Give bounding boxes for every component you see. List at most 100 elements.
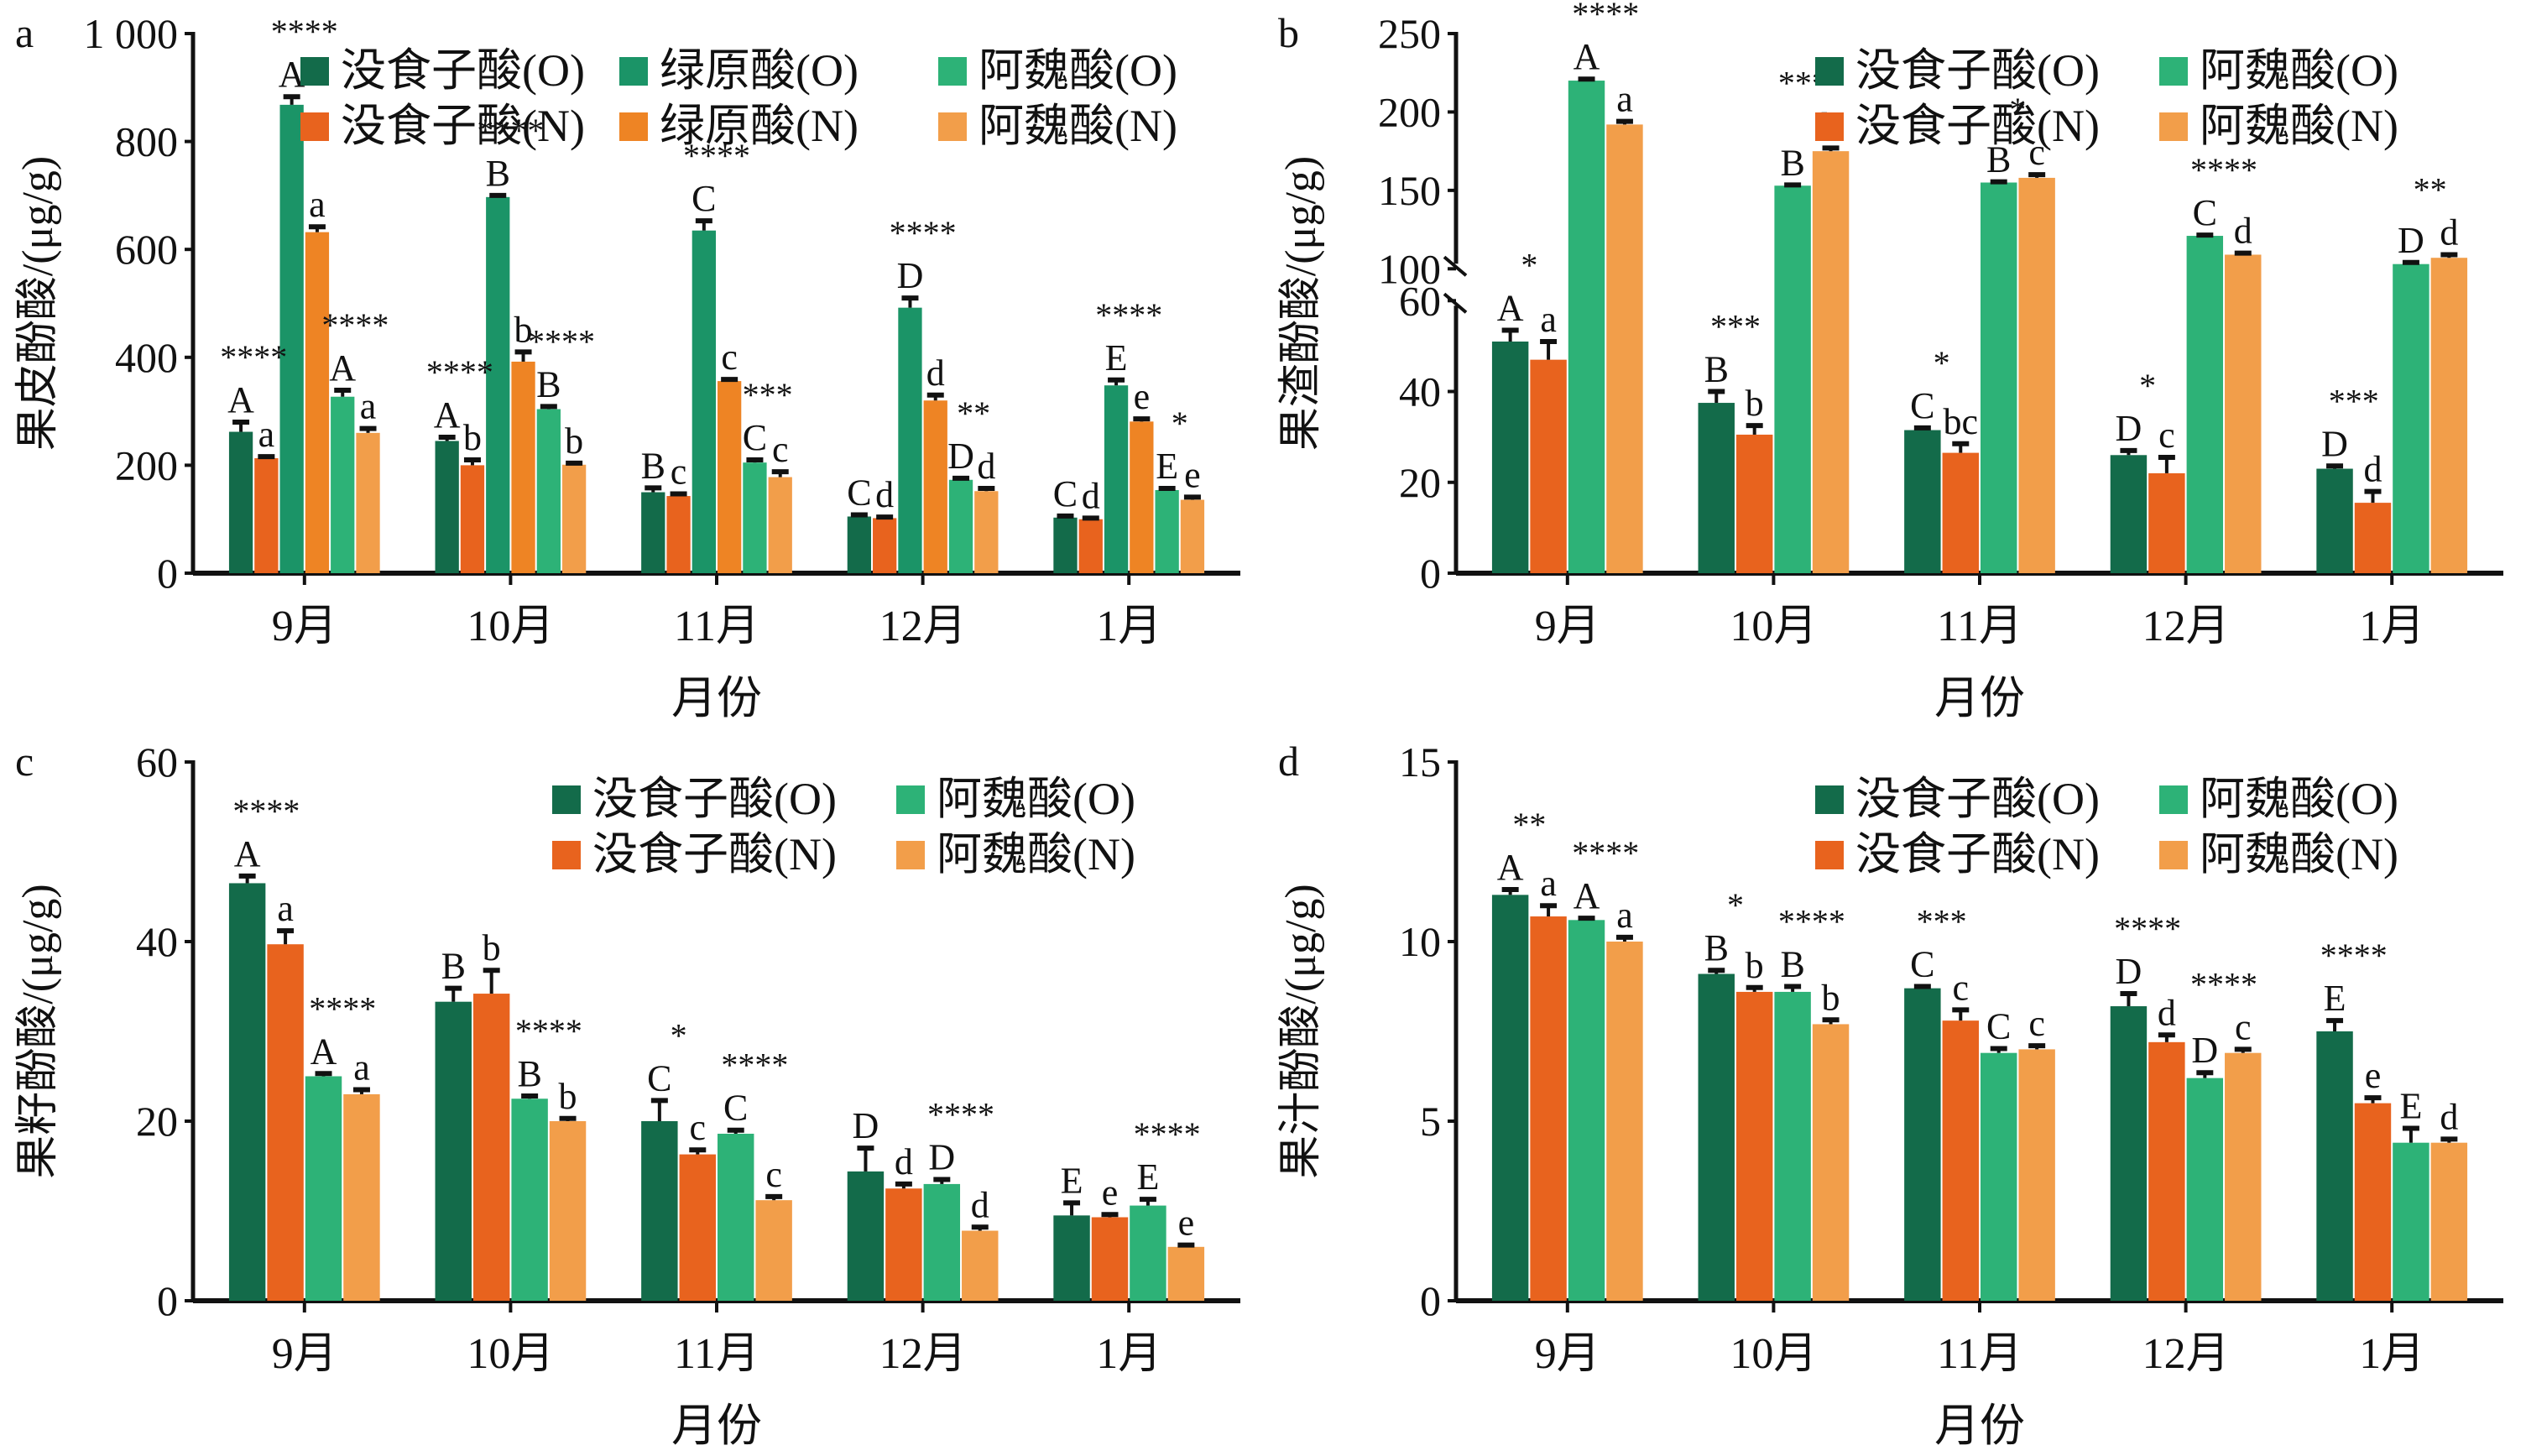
chart-b-axis-break-mark [1443, 292, 1468, 314]
chart-a-y-tick-label: 200 [115, 441, 178, 488]
chart-b-x-tick-label: 9月 [1535, 603, 1600, 650]
chart-b-bar-ferulic_O [1568, 81, 1605, 573]
chart-d-significance-stars: * [1727, 886, 1744, 924]
chart-c-letter-label: C [647, 1057, 671, 1099]
chart-b-bar-gallic_O [1491, 341, 1529, 573]
chart-c-letter-label: E [1136, 1156, 1159, 1198]
chart-b-letter-label: bc [1944, 401, 1979, 442]
chart-a-bar-chlorogenic_O [279, 104, 304, 574]
chart-d-significance-stars: **** [2114, 910, 2181, 947]
chart-d-bar-ferulic_O [1568, 920, 1605, 1301]
chart-d-bar-ferulic_N [1812, 1024, 1850, 1301]
chart-d-letter-label: B [1704, 927, 1729, 968]
chart-a-letter-label: c [721, 337, 738, 378]
chart-c-legend-label-ferulic_O: 阿魏酸(O) [937, 774, 1135, 824]
chart-a-significance-stars: * [1172, 404, 1188, 442]
chart-d-bar-ferulic_O [2186, 1078, 2224, 1301]
chart-a-y-axis-label: 果皮酚酸/(μg/g) [14, 156, 62, 451]
chart-d-legend-label-gallic_O: 没食子酸(O) [1855, 774, 2100, 824]
chart-b-significance-stars: **** [1572, 0, 1639, 33]
chart-a-x-tick-label: 10月 [467, 603, 554, 650]
chart-c-letter-label: E [1061, 1160, 1083, 1201]
chart-a-letter-label: B [641, 445, 665, 486]
chart-a-legend-swatch-chlorogenic_O [619, 57, 648, 86]
chart-d-bar-ferulic_O [1981, 1052, 2017, 1301]
chart-b-significance-stars: ** [2414, 170, 2447, 208]
chart-c-letter-label: D [853, 1105, 879, 1146]
chart-a-letter-label: d [977, 446, 995, 487]
chart-b-significance-stars: * [2009, 91, 2026, 128]
chart-c-bar-ferulic_N [755, 1200, 792, 1301]
chart-a-bar-chlorogenic_O [1104, 385, 1129, 573]
chart-c-legend-label-gallic_O: 没食子酸(O) [592, 774, 837, 824]
chart-c-letter-label: B [441, 946, 466, 987]
chart-c-bar-gallic_N [267, 944, 304, 1301]
chart-b-bar-ferulic_N [1812, 151, 1850, 573]
chart-d-bar-gallic_O [2110, 1006, 2148, 1301]
chart-b-bar-gallic_O [2316, 468, 2353, 573]
chart-d-significance-stars: **** [2320, 937, 2388, 974]
chart-d-y-tick-label: 10 [1399, 918, 1441, 965]
chart-a-bar-gallic_N [666, 496, 691, 573]
chart-c-bar-ferulic_O [923, 1183, 961, 1301]
chart-a-legend-label-chlorogenic_N: 绿原酸(N) [660, 101, 859, 151]
chart-d-letter-label: A [1574, 875, 1600, 916]
chart-b-y-tick-label: 200 [1378, 88, 1441, 135]
chart-b-y-tick-label: 40 [1399, 368, 1441, 415]
chart-b-panel-label: b [1278, 9, 1299, 56]
chart-a-letter-label: C [1053, 473, 1078, 514]
chart-d-letter-label: D [2191, 1030, 2218, 1071]
chart-d-letter-label: d [2158, 992, 2176, 1033]
chart-a-y-tick-label: 1 000 [84, 10, 179, 57]
chart-d-letter-label: C [1986, 1006, 2011, 1047]
chart-d-bar-gallic_O [1698, 973, 1735, 1301]
chart-d-legend-label-gallic_N: 没食子酸(N) [1855, 829, 2100, 879]
chart-b-bar-gallic_N [2354, 503, 2392, 573]
chart-d-letter-label: C [1910, 944, 1934, 985]
chart-c-bar-ferulic_N [1167, 1246, 1205, 1301]
chart-b-letter-label: d [2440, 211, 2458, 253]
chart-a-legend-swatch-gallic_N [300, 112, 329, 141]
chart-c-x-tick-label: 10月 [467, 1330, 554, 1378]
chart-b-bar-gallic_N [1530, 359, 1567, 573]
chart-d-y-tick-label: 5 [1420, 1098, 1441, 1145]
chart-d-bar-gallic_N [2148, 1041, 2185, 1301]
chart-a-y-tick-label: 800 [115, 118, 178, 165]
chart-a-significance-stars: ** [957, 394, 990, 432]
chart-b-y-tick-label: 100 [1378, 245, 1441, 292]
chart-c-letter-label: a [277, 888, 294, 929]
chart-b-letter-label: D [2398, 220, 2424, 261]
chart-b-letter-label: b [1746, 383, 1764, 424]
chart-a-bar-chlorogenic_N [511, 361, 535, 573]
chart-d-bar-ferulic_N [1606, 942, 1643, 1301]
chart-b-x-axis-label: 月份 [1934, 673, 2025, 723]
chart-d-letter-label: c [2235, 1006, 2252, 1047]
chart-c-significance-stars: **** [515, 1012, 582, 1050]
chart-d-letter-label: D [2116, 951, 2142, 992]
chart-d-significance-stars: **** [1572, 834, 1639, 872]
chart-d-bar-gallic_O [1904, 988, 1941, 1301]
chart-d-y-tick-label: 15 [1399, 738, 1441, 785]
chart-d-letter-label: c [2028, 1003, 2045, 1044]
chart-a-significance-stars: **** [271, 13, 338, 50]
chart-b-legend-swatch-gallic_N [1815, 112, 1844, 141]
chart-a-legend-label-chlorogenic_O: 绿原酸(O) [660, 45, 859, 96]
chart-b-bar-gallic_N [1942, 452, 1979, 573]
chart-a-x-tick-label: 1月 [1096, 603, 1161, 650]
chart-a-letter-label: b [463, 417, 482, 458]
chart-a-bar-chlorogenic_O [898, 307, 922, 573]
chart-b-bar-gallic_O [2110, 455, 2148, 573]
chart-a-bar-ferulic_O [948, 479, 973, 573]
chart-a-significance-stars: **** [426, 353, 493, 391]
chart-a-bar-gallic_N [1078, 519, 1103, 573]
chart-a-letter-label: d [1082, 475, 1100, 516]
chart-a-legend-swatch-chlorogenic_N [619, 112, 648, 141]
chart-a-y-tick-label: 400 [115, 334, 178, 381]
chart-b-y-tick-label: 20 [1399, 459, 1441, 506]
chart-a-bar-chlorogenic_N [1130, 421, 1154, 573]
chart-b-y-tick-label: 0 [1420, 550, 1441, 597]
chart-b-bar-ferulic_N [2225, 254, 2262, 573]
chart-c-x-tick-label: 11月 [674, 1330, 759, 1378]
